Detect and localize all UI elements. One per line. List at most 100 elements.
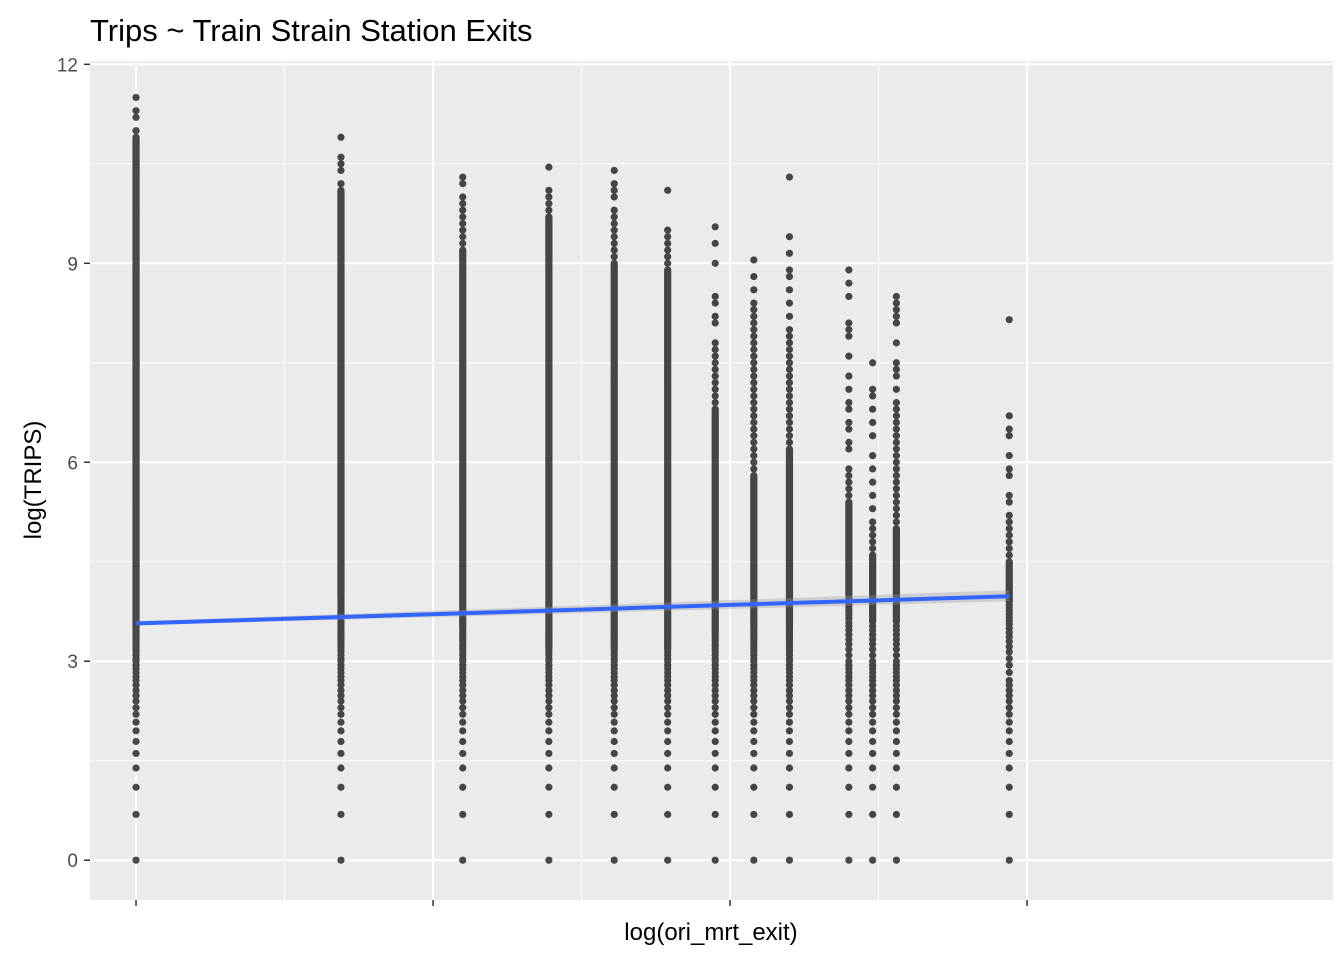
data-point: [1005, 544, 1013, 553]
data-point: [711, 764, 719, 772]
dense-points: [610, 259, 618, 652]
data-point: [892, 458, 900, 466]
data-point: [785, 392, 794, 400]
data-point: [750, 710, 758, 718]
data-point: [750, 626, 758, 634]
data-point: [750, 372, 758, 380]
data-point: [711, 299, 719, 307]
data-point: [664, 704, 672, 712]
data-point: [545, 645, 553, 653]
data-point: [664, 645, 672, 653]
data-point: [869, 518, 877, 526]
data-point: [664, 727, 672, 735]
data-point: [750, 445, 758, 453]
data-point: [845, 332, 853, 340]
data-point: [869, 538, 877, 546]
data-point: [845, 718, 853, 726]
data-point: [1005, 692, 1013, 700]
data-point: [337, 166, 345, 175]
data-point: [1005, 783, 1013, 791]
data-point: [869, 405, 877, 413]
data-point: [1005, 676, 1013, 685]
data-point: [1005, 452, 1013, 460]
data-point: [785, 737, 794, 746]
chart-title: Trips ~ Train Strain Station Exits: [90, 13, 533, 48]
data-point: [664, 856, 672, 864]
data-point: [337, 737, 345, 746]
data-point: [750, 352, 758, 360]
data-point: [459, 727, 467, 735]
data-point: [610, 783, 618, 791]
data-point: [711, 239, 719, 247]
data-point: [1005, 668, 1013, 677]
data-point: [750, 783, 758, 791]
data-point: [545, 697, 553, 705]
data-point: [459, 692, 467, 700]
data-point: [750, 452, 758, 460]
minor-gridlines: [90, 61, 1333, 900]
data-point: [711, 783, 719, 791]
data-point: [1005, 471, 1013, 480]
dense-points: [869, 551, 877, 626]
data-point: [132, 764, 140, 772]
data-point: [545, 199, 553, 208]
x-axis: [135, 900, 1028, 906]
data-point: [892, 749, 900, 758]
plot-panel: [90, 61, 1333, 900]
data-point: [1005, 316, 1013, 324]
data-point: [664, 810, 672, 819]
data-point: [750, 385, 758, 393]
data-point: [750, 438, 758, 446]
data-point: [750, 312, 758, 320]
data-point: [459, 856, 467, 864]
data-point: [892, 319, 900, 327]
data-point: [845, 645, 853, 653]
data-point: [610, 206, 618, 214]
data-point: [337, 710, 345, 718]
data-point: [459, 764, 467, 772]
data-point: [337, 749, 345, 758]
data-point: [664, 186, 672, 194]
data-point: [459, 710, 467, 718]
data-point: [545, 686, 553, 695]
data-point: [1005, 737, 1013, 746]
data-point: [610, 704, 618, 712]
data-point: [610, 710, 618, 718]
data-point: [711, 339, 719, 347]
data-point: [1005, 498, 1013, 506]
data-point: [1005, 718, 1013, 726]
data-point: [845, 710, 853, 718]
data-point: [610, 727, 618, 735]
data-point: [1005, 524, 1013, 533]
data-point: [132, 626, 140, 634]
data-point: [869, 704, 877, 712]
data-point: [845, 465, 853, 473]
data-point: [750, 810, 758, 819]
data-point: [785, 286, 794, 294]
data-point: [845, 692, 853, 700]
data-point: [845, 810, 853, 819]
data-point: [545, 737, 553, 746]
data-point: [711, 718, 719, 726]
data-point: [785, 686, 794, 695]
data-point: [545, 193, 553, 201]
data-point: [785, 299, 794, 307]
data-point: [869, 385, 877, 393]
data-point: [711, 856, 719, 864]
data-point: [711, 810, 719, 819]
data-point: [785, 727, 794, 735]
data-point: [785, 856, 794, 864]
data-point: [750, 345, 758, 354]
data-point: [459, 199, 467, 208]
data-point: [869, 531, 877, 539]
data-point: [785, 249, 794, 257]
data-point: [869, 478, 877, 486]
data-point: [1005, 491, 1013, 500]
data-point: [711, 749, 719, 758]
data-point: [892, 498, 900, 506]
data-point: [1005, 704, 1013, 712]
dense-points: [459, 246, 467, 632]
data-point: [892, 686, 900, 695]
data-point: [750, 856, 758, 864]
data-point: [892, 385, 900, 393]
